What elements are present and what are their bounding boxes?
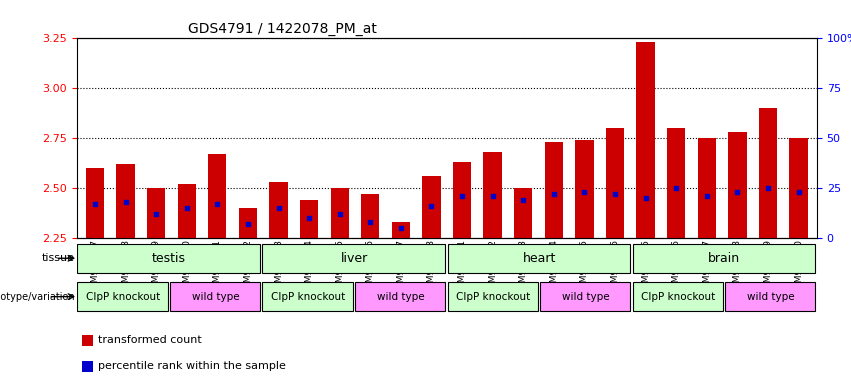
Text: liver: liver [340, 252, 368, 265]
Bar [170, 282, 260, 311]
Text: ClpP knockout: ClpP knockout [641, 291, 716, 302]
Bar [575, 140, 594, 238]
Bar [391, 222, 410, 238]
Text: brain: brain [708, 252, 740, 265]
Text: wild type: wild type [747, 291, 795, 302]
Bar [790, 138, 808, 238]
Text: genotype/variation: genotype/variation [0, 291, 75, 302]
Bar [86, 168, 104, 238]
Bar [269, 182, 288, 238]
Bar [545, 142, 563, 238]
Bar [540, 282, 631, 311]
Bar [77, 282, 168, 311]
Bar [147, 188, 165, 238]
Bar [637, 42, 654, 238]
Bar [448, 243, 631, 273]
Bar [728, 132, 746, 238]
Bar [82, 361, 93, 372]
Bar [698, 138, 716, 238]
Text: testis: testis [152, 252, 186, 265]
Text: ClpP knockout: ClpP knockout [456, 291, 530, 302]
Bar [448, 282, 538, 311]
Bar [117, 164, 134, 238]
Bar [178, 184, 196, 238]
Bar [632, 282, 723, 311]
Text: ClpP knockout: ClpP knockout [271, 291, 346, 302]
Bar [483, 152, 502, 238]
Bar [77, 243, 260, 273]
Text: wild type: wild type [562, 291, 609, 302]
Bar [422, 176, 441, 238]
Bar [355, 282, 445, 311]
Text: heart: heart [523, 252, 556, 265]
Bar [514, 188, 533, 238]
Bar [208, 154, 226, 238]
Bar [82, 335, 93, 346]
Text: transformed count: transformed count [98, 335, 202, 345]
Bar [759, 108, 777, 238]
Bar [667, 128, 685, 238]
Bar [453, 162, 471, 238]
Text: wild type: wild type [377, 291, 425, 302]
Text: tissue: tissue [42, 253, 75, 263]
Text: GDS4791 / 1422078_PM_at: GDS4791 / 1422078_PM_at [187, 22, 376, 36]
Text: ClpP knockout: ClpP knockout [86, 291, 160, 302]
Bar [262, 243, 445, 273]
Text: wild type: wild type [191, 291, 239, 302]
Bar [725, 282, 815, 311]
Bar [300, 200, 318, 238]
Bar [262, 282, 353, 311]
Bar [330, 188, 349, 238]
Bar [606, 128, 625, 238]
Text: percentile rank within the sample: percentile rank within the sample [98, 361, 286, 371]
Bar [361, 194, 380, 238]
Bar [632, 243, 815, 273]
Bar [239, 208, 257, 238]
